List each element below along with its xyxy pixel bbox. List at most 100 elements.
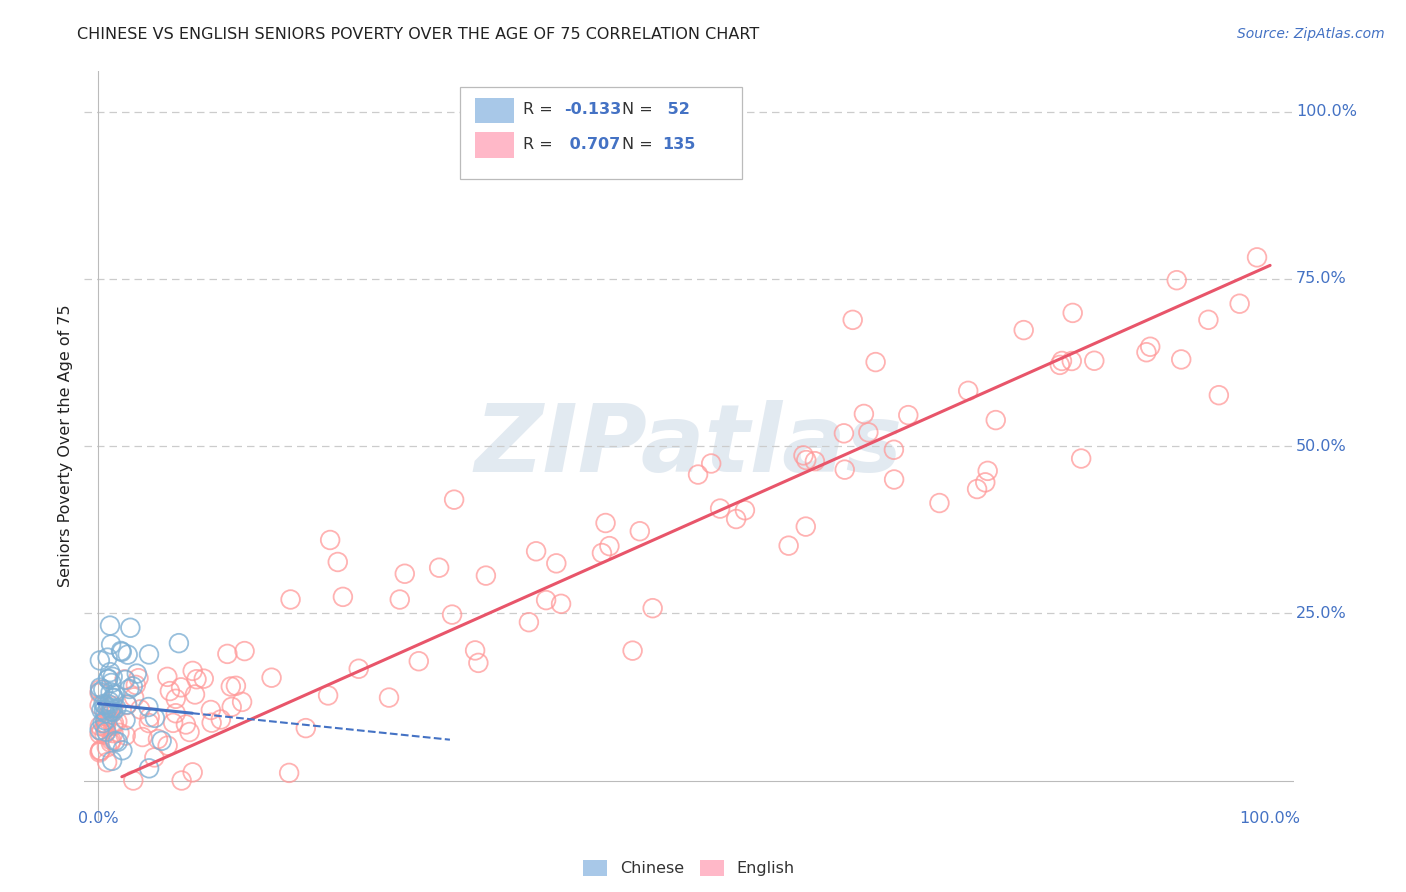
Point — [883, 473, 905, 487]
Point — [165, 691, 187, 706]
Point — [97, 672, 120, 686]
Point — [111, 645, 134, 659]
Point — [792, 449, 814, 463]
Point — [101, 670, 124, 684]
Point — [441, 607, 464, 622]
Point — [217, 647, 239, 661]
Point — [1060, 354, 1083, 368]
Point — [700, 457, 723, 471]
Text: R =: R = — [523, 102, 558, 117]
Y-axis label: Seniors Poverty Over the Age of 75: Seniors Poverty Over the Age of 75 — [58, 305, 73, 587]
Point — [378, 690, 401, 705]
Text: Source: ZipAtlas.com: Source: ZipAtlas.com — [1237, 27, 1385, 41]
Point — [97, 672, 120, 686]
Point — [114, 673, 136, 687]
Legend: Chinese, English: Chinese, English — [583, 860, 794, 876]
Point — [1139, 340, 1161, 354]
Point — [89, 653, 111, 667]
Point — [111, 743, 134, 757]
Point — [89, 698, 111, 713]
Text: 52: 52 — [662, 102, 690, 117]
Point — [984, 413, 1007, 427]
Point — [1070, 451, 1092, 466]
Point — [852, 407, 875, 421]
Point — [443, 492, 465, 507]
Point — [120, 621, 142, 635]
Point — [174, 717, 197, 731]
Point — [165, 706, 187, 721]
Text: 135: 135 — [662, 136, 696, 152]
Point — [100, 736, 122, 750]
Point — [794, 453, 817, 467]
Point — [156, 739, 179, 753]
Point — [156, 670, 179, 684]
Point — [98, 695, 121, 709]
Point — [94, 721, 117, 735]
Point — [103, 690, 125, 705]
Point — [1246, 251, 1268, 265]
Point — [101, 754, 124, 768]
Point — [475, 568, 498, 582]
Point — [89, 746, 111, 760]
Point — [97, 707, 120, 722]
Point — [97, 650, 120, 665]
Point — [131, 730, 153, 744]
Point — [170, 773, 193, 788]
Point — [114, 729, 136, 743]
Point — [1062, 306, 1084, 320]
Point — [957, 384, 980, 398]
Point — [138, 700, 160, 714]
Point — [89, 744, 111, 758]
Point — [89, 682, 111, 697]
Point — [865, 355, 887, 369]
Point — [897, 408, 920, 422]
Point — [184, 688, 207, 702]
Point — [628, 524, 651, 539]
Point — [89, 685, 111, 699]
Point — [326, 555, 349, 569]
Point — [94, 706, 117, 721]
Point — [128, 671, 150, 685]
Point — [94, 716, 117, 731]
Point — [200, 703, 222, 717]
Point — [159, 684, 181, 698]
Point — [725, 512, 748, 526]
Point — [93, 697, 115, 711]
Point — [97, 700, 120, 714]
Text: CHINESE VS ENGLISH SENIORS POVERTY OVER THE AGE OF 75 CORRELATION CHART: CHINESE VS ENGLISH SENIORS POVERTY OVER … — [77, 27, 759, 42]
Point — [734, 503, 756, 517]
Point — [96, 756, 118, 770]
Point — [804, 454, 827, 468]
Point — [129, 702, 152, 716]
FancyBboxPatch shape — [475, 132, 513, 158]
Point — [595, 516, 617, 530]
Point — [115, 698, 138, 712]
Point — [104, 687, 127, 701]
Point — [201, 715, 224, 730]
Point — [90, 724, 112, 739]
Text: 100.0%: 100.0% — [1296, 104, 1357, 119]
Point — [1166, 273, 1188, 287]
Point — [167, 636, 190, 650]
Point — [93, 727, 115, 741]
Point — [110, 644, 132, 658]
Point — [138, 648, 160, 662]
Point — [100, 733, 122, 747]
Point — [319, 533, 342, 547]
Point — [122, 773, 145, 788]
Point — [280, 592, 302, 607]
Point — [231, 695, 253, 709]
Point — [546, 557, 568, 571]
Point — [125, 666, 148, 681]
Point — [1012, 323, 1035, 337]
Point — [100, 704, 122, 718]
Point — [641, 601, 664, 615]
Text: N =: N = — [623, 102, 658, 117]
Point — [96, 709, 118, 723]
FancyBboxPatch shape — [475, 97, 513, 123]
Point — [150, 733, 173, 747]
Point — [96, 713, 118, 727]
Text: R =: R = — [523, 136, 558, 152]
Point — [89, 686, 111, 700]
Point — [233, 644, 256, 658]
